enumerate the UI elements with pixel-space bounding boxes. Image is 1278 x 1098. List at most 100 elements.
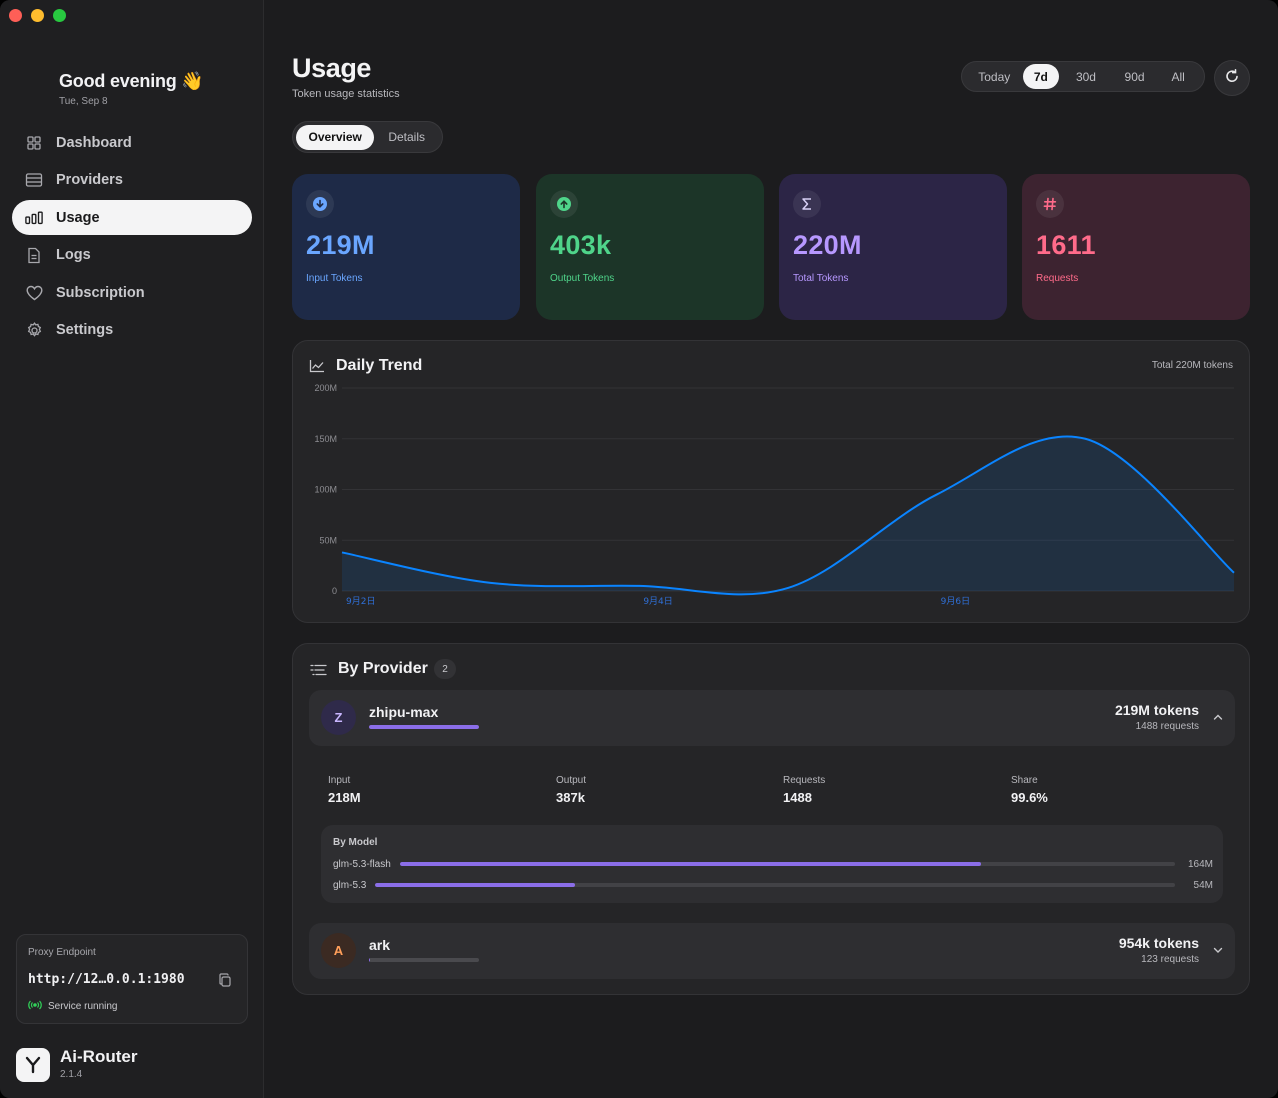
app-version: 2.1.4 — [60, 1069, 83, 1080]
provider-share-bar — [369, 958, 479, 962]
sidebar-item-label: Usage — [56, 209, 100, 226]
x-tick-label: 9月4日 — [643, 596, 672, 607]
model-bar — [399, 862, 1175, 866]
view-tabs: Overview Details — [292, 121, 443, 153]
sidebar-item-logs[interactable]: Logs — [12, 238, 252, 273]
tab-details[interactable]: Details — [388, 130, 426, 144]
trend-title: Daily Trend — [336, 357, 423, 374]
service-status-text: Service running — [48, 1001, 118, 1012]
model-name: glm-5.3 — [333, 879, 367, 891]
zoom-window-button[interactable] — [53, 9, 66, 22]
tab-overview[interactable]: Overview — [296, 124, 375, 150]
by-provider-title: By Provider — [338, 660, 428, 677]
daily-trend-card: Daily Trend Total 220M tokens 200M 150M 10… — [292, 340, 1250, 623]
page-title: Usage — [292, 53, 372, 83]
list-icon — [310, 663, 327, 681]
detail-value: 99.6% — [1011, 790, 1048, 805]
sigma-icon — [793, 190, 821, 218]
range-all-button[interactable]: All — [1171, 69, 1185, 84]
provider-tokens: 219M tokens — [1114, 702, 1199, 718]
sidebar: Good evening 👋 Tue, Sep 8 Dashboard Prov… — [0, 0, 264, 1098]
provider-requests: 123 requests — [1141, 954, 1199, 965]
document-icon — [25, 246, 43, 264]
time-range-selector: Today 7d 30d 90d All — [961, 61, 1205, 92]
chevron-down-icon[interactable] — [1211, 943, 1225, 957]
sidebar-item-usage[interactable]: Usage — [12, 200, 252, 236]
detail-value: 1488 — [783, 790, 812, 805]
sidebar-item-providers[interactable]: Providers — [12, 163, 252, 198]
detail-requests: Requests 1488 — [783, 775, 825, 805]
by-model-title: By Model — [333, 837, 378, 848]
provider-name: zhipu-max — [369, 704, 439, 720]
copy-icon[interactable] — [218, 973, 232, 987]
stat-value: 403k — [550, 230, 612, 260]
sidebar-item-label: Logs — [56, 247, 91, 264]
arrow-down-circle-icon — [306, 190, 334, 218]
range-7d-button[interactable]: 7d — [1022, 64, 1060, 89]
page-subtitle: Token usage statistics — [292, 88, 400, 100]
proxy-endpoint-url: http://12…0.0.1:1980 — [28, 972, 185, 987]
stat-label: Requests — [1036, 273, 1079, 284]
sidebar-item-label: Subscription — [56, 284, 145, 301]
model-value: 164M — [1187, 858, 1213, 870]
daily-trend-chart: 200M 150M 100M 50M 0 9月2日 9月4日 9月6日 — [314, 383, 1235, 607]
detail-label: Output — [556, 775, 587, 786]
service-status: Service running — [28, 1000, 117, 1013]
detail-label: Share — [1011, 775, 1038, 786]
trend-total: Total 220M tokens — [1151, 360, 1233, 371]
stat-card-input-tokens: 219M Input Tokens — [292, 174, 520, 320]
proxy-endpoint-card: Proxy Endpoint http://12…0.0.1:1980 Serv… — [16, 934, 248, 1024]
heart-icon — [25, 284, 43, 302]
stat-label: Output Tokens — [550, 273, 615, 284]
provider-name: ark — [369, 937, 391, 953]
app-logo — [16, 1048, 50, 1082]
model-bar-fill — [399, 862, 982, 866]
detail-label: Requests — [783, 775, 826, 786]
range-today-button[interactable]: Today — [978, 69, 1011, 84]
provider-requests: 1488 requests — [1135, 721, 1199, 732]
detail-output: Output 387k — [556, 775, 586, 805]
chevron-up-icon[interactable] — [1211, 710, 1225, 724]
sidebar-item-label: Settings — [56, 322, 114, 339]
provider-share-bar-fill — [369, 725, 479, 729]
sidebar-item-subscription[interactable]: Subscription — [12, 275, 252, 310]
close-window-button[interactable] — [9, 9, 22, 22]
model-row: glm-5.3 54M — [333, 878, 1213, 892]
series-area — [342, 436, 1234, 595]
grid-icon — [25, 134, 43, 152]
provider-row-ark[interactable]: A ark 954k tokens 123 requests — [309, 923, 1235, 979]
refresh-button[interactable] — [1214, 60, 1250, 96]
stat-label: Total Tokens — [793, 273, 849, 284]
stat-value: 1611 — [1036, 230, 1096, 260]
detail-label: Input — [328, 775, 351, 786]
minimize-window-button[interactable] — [31, 9, 44, 22]
stat-card-output-tokens: 403k Output Tokens — [536, 174, 764, 320]
range-30d-button[interactable]: 30d — [1075, 69, 1096, 84]
broadcast-icon — [28, 1000, 42, 1013]
arrow-up-circle-icon — [550, 190, 578, 218]
sidebar-nav: Dashboard Providers Usage Logs — [12, 125, 252, 351]
sidebar-item-settings[interactable]: Settings — [12, 313, 252, 348]
model-value: 54M — [1193, 879, 1213, 891]
series-line — [341, 435, 1235, 596]
bar-chart-icon — [25, 209, 43, 227]
y-tick-label: 200M — [314, 383, 337, 393]
provider-row-zhipu-max[interactable]: Z zhipu-max 219M tokens 1488 requests — [309, 690, 1235, 746]
model-bar-fill — [375, 883, 576, 887]
stat-value: 219M — [306, 230, 375, 260]
model-bar — [375, 883, 1175, 887]
gear-icon — [25, 321, 43, 339]
y-tick-label: 100M — [314, 485, 337, 495]
range-90d-button[interactable]: 90d — [1124, 69, 1145, 84]
detail-share: Share 99.6% — [1011, 775, 1048, 805]
y-tick-label: 50M — [319, 535, 337, 545]
sidebar-item-dashboard[interactable]: Dashboard — [12, 125, 252, 160]
hash-icon — [1036, 190, 1064, 218]
app-name: Ai-Router — [60, 1047, 138, 1066]
by-model-panel: By Model glm-5.3-flash 164M glm-5.3 54M — [321, 825, 1223, 903]
proxy-endpoint-label: Proxy Endpoint — [28, 947, 96, 958]
stat-card-total-tokens: 220M Total Tokens — [779, 174, 1007, 320]
stat-value: 220M — [793, 230, 862, 260]
model-name: glm-5.3-flash — [333, 858, 391, 870]
provider-avatar: A — [321, 933, 356, 968]
